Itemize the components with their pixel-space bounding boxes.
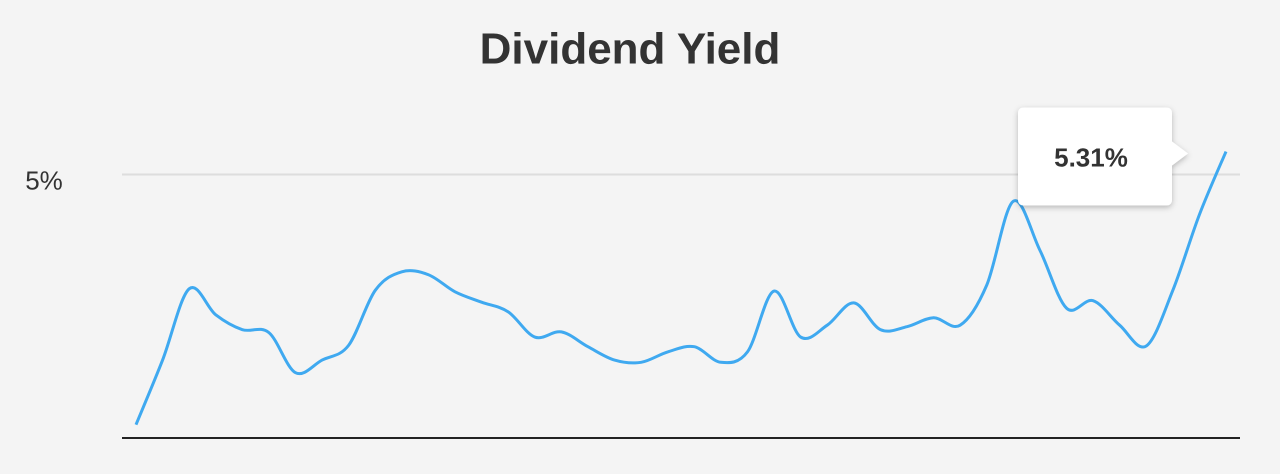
chart-title: Dividend Yield <box>480 25 781 74</box>
y-tick-label: 5% <box>25 165 63 195</box>
line <box>134 150 1228 426</box>
tooltip-label: 5.31% <box>1054 142 1128 172</box>
tooltip <box>1018 107 1188 206</box>
tooltip-box <box>1018 107 1188 206</box>
